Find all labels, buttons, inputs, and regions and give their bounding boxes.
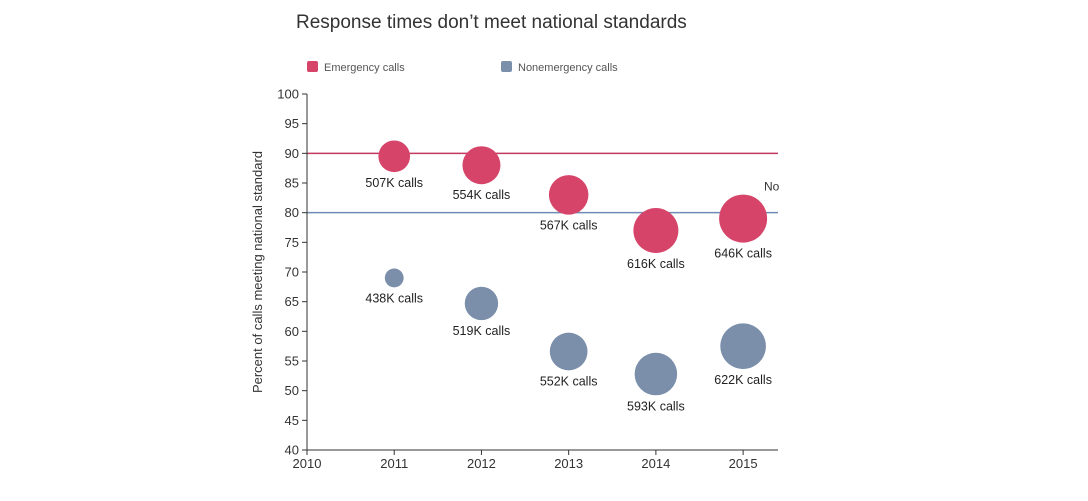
y-tick-label: 85 <box>285 176 299 191</box>
legend-item-nonemergency: Nonemergency calls <box>501 61 618 74</box>
bubble-nonemergency-2011 <box>384 268 404 288</box>
y-tick-label: 75 <box>285 235 299 250</box>
bubble-label: 622K calls <box>714 373 772 387</box>
x-tick-label: 2011 <box>380 456 408 471</box>
bubble-label: 646K calls <box>714 247 772 261</box>
y-tick-label: 60 <box>285 324 299 339</box>
data-marks: 507K calls 554K calls 567K calls 616K calls… <box>365 140 772 413</box>
bubble-nonemergency-2014 <box>634 352 678 396</box>
bubble-label: 567K calls <box>540 219 598 233</box>
y-tick-label: 40 <box>285 443 299 458</box>
x-tick-label: 2015 <box>729 456 758 471</box>
legend-swatch-emergency <box>307 61 318 72</box>
x-tick-label: 2010 <box>293 456 322 471</box>
y-tick-label: 90 <box>285 146 299 161</box>
bubble-label: 593K calls <box>627 399 685 413</box>
x-tick-label: 2012 <box>467 456 496 471</box>
legend-item-emergency: Emergency calls <box>307 61 405 74</box>
y-tick-label: 70 <box>285 265 299 280</box>
bubble-emergency-2014 <box>633 207 679 253</box>
x-tick-label: 2014 <box>641 456 670 471</box>
bubble-nonemergency-2015 <box>720 323 766 369</box>
reference-line-label: No <box>764 180 780 194</box>
legend-label-emergency: Emergency calls <box>324 62 405 74</box>
y-tick-label: 80 <box>285 205 299 220</box>
bubble-label: 616K calls <box>627 257 685 271</box>
bubble-emergency-2013 <box>548 175 589 215</box>
y-tick-label: 50 <box>285 383 299 398</box>
y-axis-title: Percent of calls meeting national standa… <box>250 151 265 393</box>
bubble-label: 507K calls <box>365 176 423 190</box>
y-tick-label: 45 <box>285 413 299 428</box>
legend-label-nonemergency: Nonemergency calls <box>518 62 618 74</box>
y-tick-label: 65 <box>285 294 299 309</box>
bubble-nonemergency-2012 <box>464 286 499 321</box>
bubble-label: 438K calls <box>365 291 423 305</box>
bubble-label: 554K calls <box>453 188 511 202</box>
bubble-emergency-2015 <box>719 194 768 243</box>
legend-swatch-nonemergency <box>501 61 512 72</box>
bubble-label: 552K calls <box>540 374 598 388</box>
y-tick-label: 55 <box>285 354 299 369</box>
bubble-nonemergency-2013 <box>549 332 588 371</box>
bubble-label: 519K calls <box>453 324 511 338</box>
y-tick-label: 100 <box>277 87 299 102</box>
y-tick-label: 95 <box>285 116 299 131</box>
bubble-emergency-2012 <box>462 146 501 185</box>
x-tick-label: 2013 <box>554 456 583 471</box>
axes: 40 45 50 55 60 65 70 75 80 85 90 95 100 2010 2011 2012 2… <box>250 87 778 471</box>
chart-title: Response times don’t meet national stand… <box>296 12 687 33</box>
bubble-emergency-2011 <box>378 140 411 173</box>
